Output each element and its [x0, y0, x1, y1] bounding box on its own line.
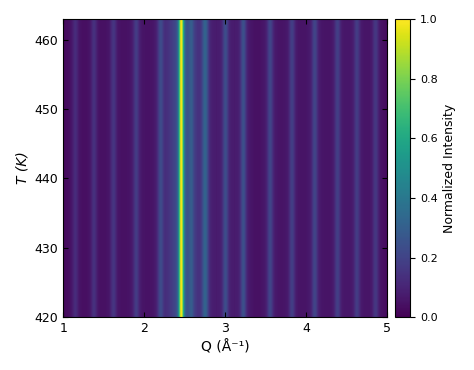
- X-axis label: Q (Å⁻¹): Q (Å⁻¹): [201, 340, 250, 355]
- Y-axis label: Normalized Intensity: Normalized Intensity: [443, 104, 456, 233]
- Y-axis label: T (K): T (K): [15, 152, 29, 184]
